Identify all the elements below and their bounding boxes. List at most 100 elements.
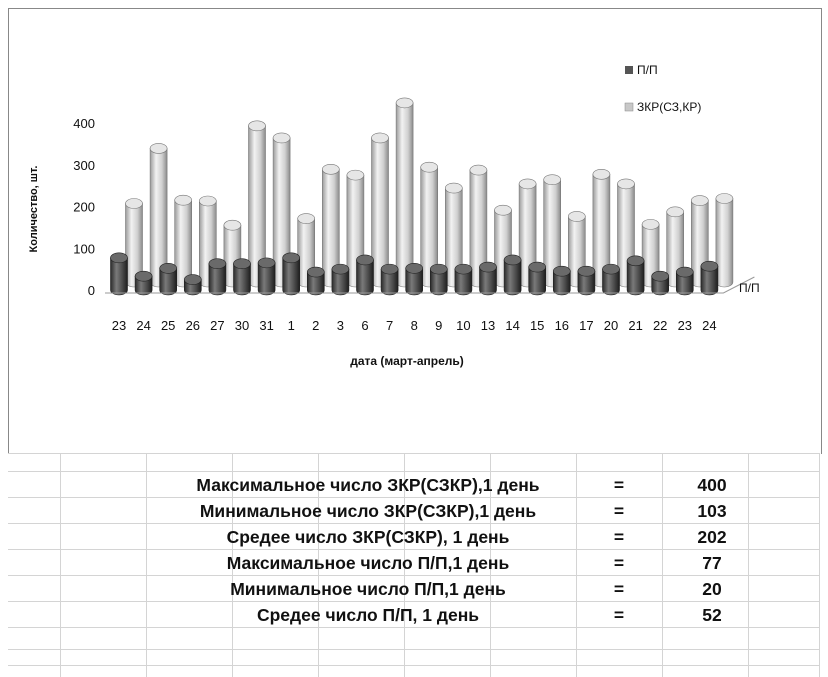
bar-pp-21 <box>626 255 645 296</box>
stat-equals: = <box>613 553 625 573</box>
x-tick-label: 23 <box>678 318 692 333</box>
y-tick-label: 400 <box>73 116 95 131</box>
grid-line <box>819 453 820 677</box>
grid-line <box>8 523 820 524</box>
grid-line <box>8 601 820 602</box>
y-axis: 0 100 200 300 400 <box>73 116 95 298</box>
bar-zkr-24 <box>715 193 734 288</box>
x-tick-label: 3 <box>337 318 344 333</box>
x-tick-label: 10 <box>456 318 470 333</box>
x-tick-label: 25 <box>161 318 175 333</box>
bar-zkr-13 <box>444 182 463 288</box>
chart-area: 0 100 200 300 400 23 24 25 26 27 30 31 1 2 3 6 7 8 9 10 13 1… <box>8 8 822 454</box>
grid-line <box>8 665 820 666</box>
grid-line <box>748 453 749 677</box>
bar-pp-15 <box>479 261 497 296</box>
bar-zkr-11 <box>395 97 414 288</box>
bar-pp-1 <box>134 270 153 296</box>
bar-pp-6 <box>257 257 276 296</box>
bar-pp-7 <box>282 252 301 296</box>
grid-line <box>8 497 820 498</box>
stat-label: Максимальное число ЗКР(СЗКР),1 день <box>196 475 540 495</box>
bar-pp-17 <box>528 261 547 296</box>
series-pp <box>110 252 719 296</box>
grid-line <box>318 453 319 677</box>
stat-equals: = <box>613 579 625 599</box>
x-tick-label: 14 <box>505 318 519 333</box>
x-tick-label: 1 <box>288 318 295 333</box>
grid-line <box>576 453 577 677</box>
bar-zkr-2 <box>174 194 192 288</box>
bar-pp-19 <box>577 265 596 296</box>
x-tick-label: 24 <box>136 318 150 333</box>
stat-equals: = <box>613 475 625 495</box>
legend-swatch-zkr <box>624 102 634 112</box>
x-tick-label: 26 <box>186 318 200 333</box>
bar-pp-2 <box>159 262 177 296</box>
x-tick-label: 30 <box>235 318 249 333</box>
x-tick-label: 6 <box>361 318 368 333</box>
grid-line <box>8 549 820 550</box>
stats-table: Максимальное число ЗКР(СЗКР),1 день = 400 М… <box>8 453 820 677</box>
grid-line <box>8 453 820 454</box>
bar-pp-12 <box>405 262 424 296</box>
bar-pp-20 <box>602 263 620 296</box>
legend-swatch-pp <box>625 66 633 74</box>
grid-line <box>146 453 147 677</box>
x-tick-label: 27 <box>210 318 224 333</box>
grid-line <box>8 471 820 472</box>
legend: П/П ЗКР(СЗ,КР) <box>624 63 701 114</box>
x-tick-label: 31 <box>259 318 273 333</box>
bar-pp-24 <box>700 260 719 296</box>
bar-pp-0 <box>110 252 128 296</box>
stat-equals: = <box>613 527 625 547</box>
bar-pp-22 <box>651 270 670 296</box>
stat-value: 52 <box>702 605 722 625</box>
bar-pp-9 <box>331 263 350 296</box>
stat-value: 400 <box>697 475 727 495</box>
stat-label: Минимальное число ЗКР(СЗКР),1 день <box>199 501 537 521</box>
x-tick-label: 13 <box>481 318 495 333</box>
x-tick-label: 15 <box>530 318 544 333</box>
stat-label: Минимальное число П/П,1 день <box>230 579 506 599</box>
x-tick-label: 9 <box>435 318 442 333</box>
bar-pp-16 <box>503 254 522 296</box>
grid-line <box>8 627 820 628</box>
x-axis-label: дата (март-апрель) <box>350 354 464 368</box>
legend-label-pp: П/П <box>637 63 658 77</box>
stat-value: 202 <box>697 527 727 547</box>
bar-pp-5 <box>233 258 251 296</box>
bar-pp-18 <box>552 265 571 296</box>
stat-equals: = <box>613 605 625 625</box>
x-tick-label: 20 <box>604 318 618 333</box>
stat-value: 77 <box>702 553 722 573</box>
legend-label-zkr: ЗКР(СЗ,КР) <box>637 100 701 114</box>
bar-pp-13 <box>429 263 448 296</box>
stat-value: 103 <box>697 501 727 521</box>
bar-pp-4 <box>208 258 227 296</box>
grid-line <box>662 453 663 677</box>
x-axis: 23 24 25 26 27 30 31 1 2 3 6 7 8 9 10 13 14 15 16 17 20 21 22 2… <box>105 276 755 333</box>
y-tick-label: 300 <box>73 158 95 173</box>
grid-line <box>232 453 233 677</box>
bar-zkr-10 <box>371 132 389 288</box>
grid-line <box>60 453 61 677</box>
x-tick-label: 21 <box>628 318 642 333</box>
bar-pp-23 <box>675 266 694 296</box>
stat-label: Средее число ЗКР(СЗКР), 1 день <box>226 527 510 547</box>
grid-line <box>490 453 491 677</box>
depth-axis-label: П/П <box>739 281 760 295</box>
x-tick-label: 22 <box>653 318 667 333</box>
y-tick-label: 100 <box>73 241 95 256</box>
grid-line <box>8 575 820 576</box>
stat-value: 20 <box>702 579 722 599</box>
grid-line <box>404 453 405 677</box>
floor-line <box>105 276 755 294</box>
y-tick-label: 200 <box>73 200 95 215</box>
x-tick-label: 7 <box>386 318 393 333</box>
x-tick-label: 17 <box>579 318 593 333</box>
bar-pp-14 <box>454 263 473 296</box>
x-tick-label: 2 <box>312 318 319 333</box>
stat-label: Максимальное число П/П,1 день <box>226 553 510 573</box>
